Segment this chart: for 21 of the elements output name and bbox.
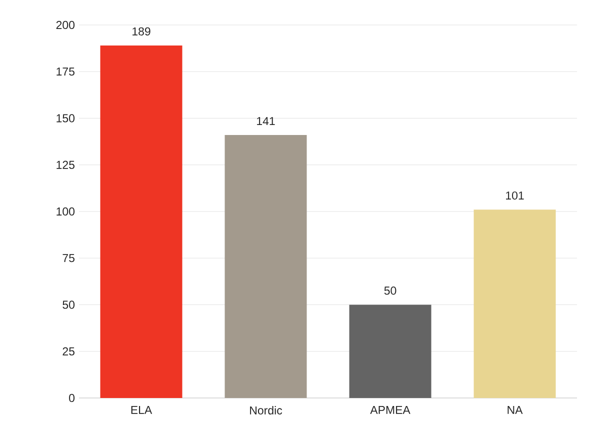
data-label: 101 [506,191,524,200]
y-tick-label: 25 [62,347,74,356]
x-tick-label: APMEA [370,406,410,414]
y-tick-label: 175 [56,68,74,76]
data-label: 141 [257,117,275,125]
bar [474,210,556,398]
y-tick-label: 0 [69,394,75,402]
data-label: 50 [384,286,396,295]
y-tick-label: 50 [62,300,75,309]
y-tick-label: 150 [56,114,75,122]
y-tick-label: 125 [56,160,74,169]
bar [349,304,432,398]
bar [224,135,307,398]
x-tick-label: NA [508,406,523,414]
y-tick-label: 200 [56,20,75,30]
y-tick-label: 100 [56,207,75,216]
y-tick-label: 75 [62,254,74,262]
bar [100,46,182,398]
x-tick-label: Nordic [250,406,282,414]
data-label: 189 [132,27,150,36]
x-tick-label: ELA [131,406,152,414]
